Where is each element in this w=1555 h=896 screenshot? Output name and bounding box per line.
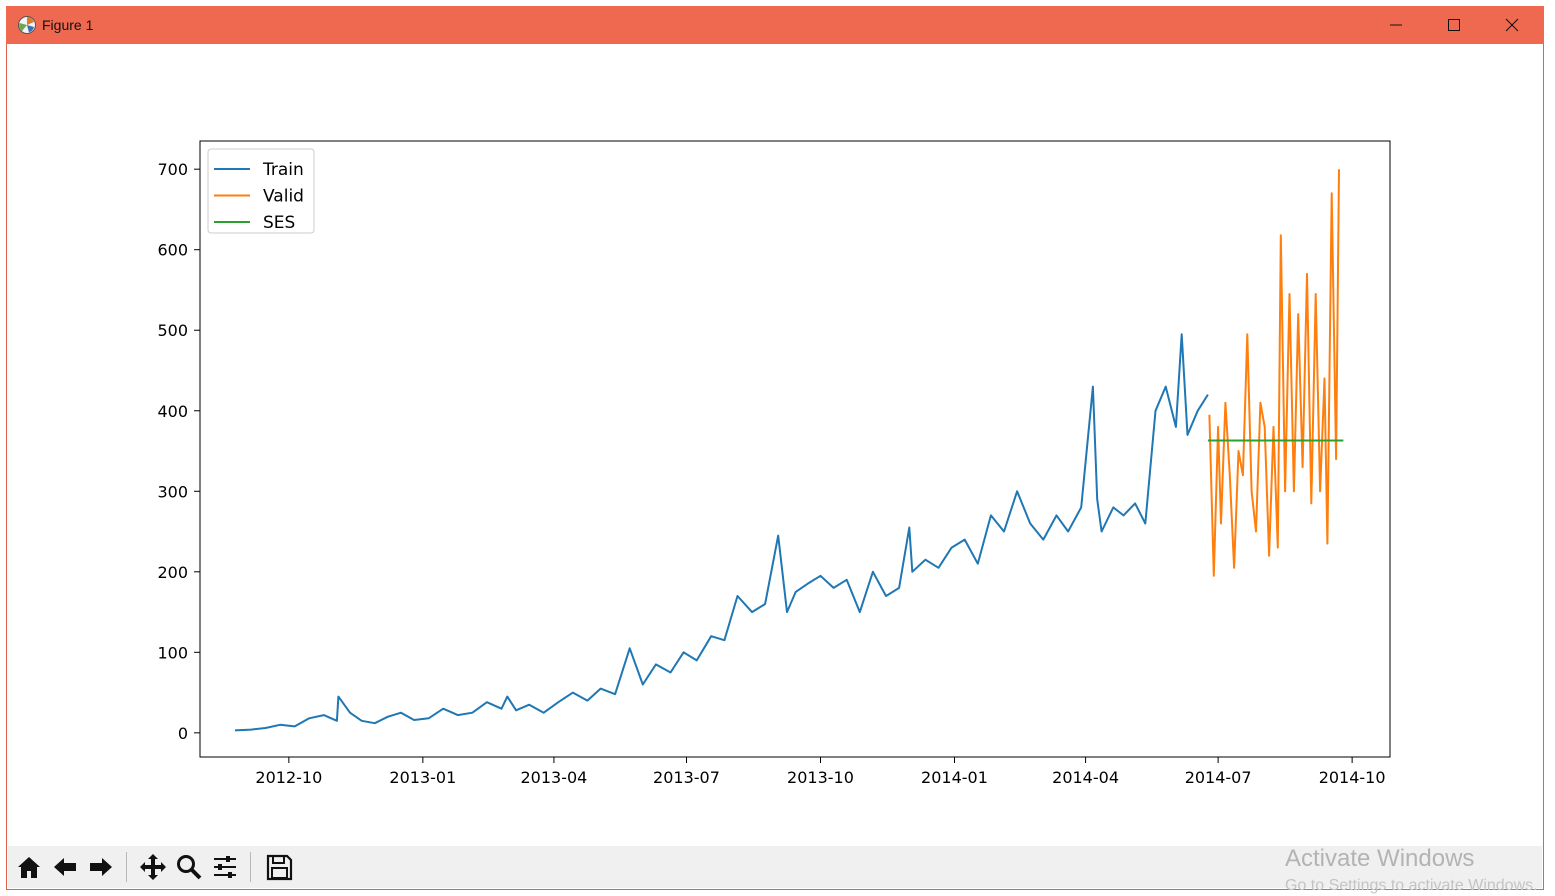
toolbar-separator xyxy=(250,852,251,882)
y-tick-label: 300 xyxy=(157,482,188,501)
y-tick-label: 100 xyxy=(157,643,188,662)
toolbar-separator xyxy=(126,852,127,882)
window-title: Figure 1 xyxy=(42,17,94,33)
x-tick-label: 2014-04 xyxy=(1052,768,1119,787)
series-line-valid xyxy=(1208,169,1340,577)
y-tick-label: 200 xyxy=(157,563,188,582)
x-tick-label: 2014-07 xyxy=(1185,768,1252,787)
y-tick-label: 500 xyxy=(157,321,188,340)
forward-arrow-icon xyxy=(90,858,112,876)
series-layer xyxy=(234,169,1344,732)
figure-canvas[interactable]: 0 100 200 300 400 500 600 700 2012-10 2013-01 2013… xyxy=(8,44,1542,844)
x-tick-label: 2012-10 xyxy=(255,768,322,787)
x-tick-label: 2014-10 xyxy=(1319,768,1386,787)
x-tick-label: 2013-07 xyxy=(653,768,720,787)
minimize-icon xyxy=(1390,24,1402,26)
minimize-button[interactable] xyxy=(1367,6,1425,44)
configure-subplots-icon xyxy=(214,856,236,878)
close-icon xyxy=(1505,18,1519,32)
pan-button[interactable] xyxy=(136,850,170,884)
home-icon xyxy=(18,857,40,878)
matplotlib-app-icon xyxy=(17,15,37,35)
y-tick-label: 700 xyxy=(157,160,188,179)
legend-label-valid: Valid xyxy=(263,187,304,207)
legend-label-ses: SES xyxy=(263,213,295,233)
close-button[interactable] xyxy=(1483,6,1541,44)
y-tick-label: 0 xyxy=(178,724,188,743)
legend: Train Valid SES xyxy=(207,148,315,234)
line-chart: 0 100 200 300 400 500 600 700 2012-10 2013-01 2013… xyxy=(157,140,1391,787)
y-tick-label: 400 xyxy=(157,402,188,421)
maximize-button[interactable] xyxy=(1425,6,1483,44)
title-bar[interactable]: Figure 1 xyxy=(6,6,1544,44)
configure-subplots-button[interactable] xyxy=(208,850,242,884)
home-button[interactable] xyxy=(12,850,46,884)
save-icon xyxy=(266,854,293,881)
zoom-icon xyxy=(177,855,202,880)
x-tick-label: 2014-01 xyxy=(921,768,988,787)
navigation-toolbar xyxy=(8,846,1542,888)
series-line-train xyxy=(234,333,1209,732)
forward-button[interactable] xyxy=(84,850,118,884)
x-tick-label: 2013-10 xyxy=(787,768,854,787)
zoom-button[interactable] xyxy=(172,850,206,884)
pan-icon xyxy=(140,854,166,880)
activation-watermark-hint: Go to Settings to activate Windows. xyxy=(1285,877,1538,894)
x-tick-label: 2013-04 xyxy=(521,768,588,787)
maximize-icon xyxy=(1448,19,1460,31)
back-arrow-icon xyxy=(54,858,76,876)
x-tick-label: 2013-01 xyxy=(389,768,456,787)
legend-label-train: Train xyxy=(262,160,304,180)
axes-layer: 0 100 200 300 400 500 600 700 2012-10 2013-01 2013… xyxy=(157,140,1391,787)
plot-frame xyxy=(199,140,1391,758)
activation-watermark-title: Activate Windows xyxy=(1285,845,1475,872)
save-button[interactable] xyxy=(262,850,296,884)
y-tick-label: 600 xyxy=(157,241,188,260)
back-button[interactable] xyxy=(48,850,82,884)
